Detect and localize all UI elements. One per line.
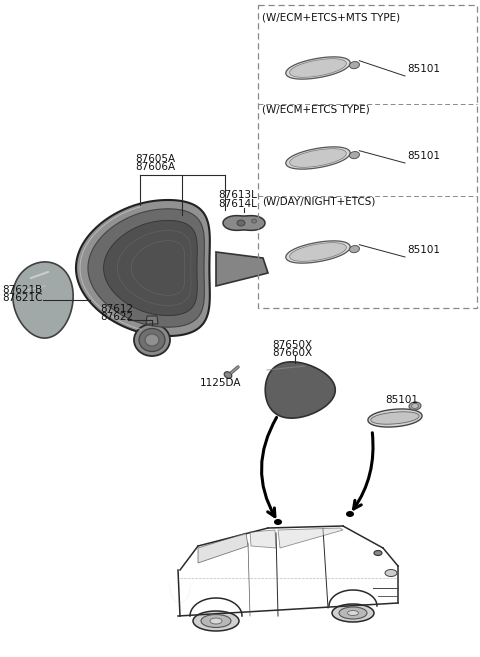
Polygon shape — [286, 241, 350, 263]
Text: 87612: 87612 — [100, 304, 133, 314]
Text: 85101: 85101 — [407, 245, 440, 255]
Ellipse shape — [224, 372, 232, 378]
Ellipse shape — [134, 324, 170, 356]
Text: (W/ECM+ETCS+MTS TYPE): (W/ECM+ETCS+MTS TYPE) — [262, 13, 400, 23]
Polygon shape — [278, 528, 343, 548]
Text: 87621C: 87621C — [2, 293, 43, 303]
Text: 87614L: 87614L — [218, 199, 257, 209]
Ellipse shape — [210, 618, 222, 624]
Ellipse shape — [348, 610, 359, 616]
Text: 87605A: 87605A — [135, 154, 175, 164]
Polygon shape — [368, 409, 422, 427]
Ellipse shape — [332, 604, 374, 622]
Polygon shape — [250, 530, 276, 548]
Polygon shape — [289, 242, 347, 261]
Ellipse shape — [409, 402, 421, 410]
Text: 85101: 85101 — [407, 151, 440, 161]
Polygon shape — [289, 58, 347, 78]
Polygon shape — [349, 246, 360, 253]
Text: 87650X: 87650X — [272, 340, 312, 350]
Polygon shape — [371, 412, 419, 424]
Polygon shape — [286, 147, 350, 169]
Text: 87660X: 87660X — [272, 348, 312, 358]
Ellipse shape — [145, 334, 159, 346]
Text: (W/ECM+ETCS TYPE): (W/ECM+ETCS TYPE) — [262, 105, 370, 115]
Polygon shape — [289, 148, 347, 168]
Polygon shape — [349, 62, 360, 68]
Text: 87606A: 87606A — [135, 162, 175, 172]
Text: 87613L: 87613L — [218, 190, 257, 200]
Ellipse shape — [385, 570, 397, 576]
Ellipse shape — [201, 614, 231, 627]
Polygon shape — [349, 152, 360, 158]
Polygon shape — [216, 252, 268, 286]
Ellipse shape — [252, 219, 256, 223]
Polygon shape — [104, 220, 197, 315]
Ellipse shape — [274, 519, 282, 525]
Polygon shape — [13, 262, 73, 338]
Ellipse shape — [411, 403, 419, 409]
Polygon shape — [286, 57, 350, 79]
Ellipse shape — [374, 551, 382, 556]
Text: (W/DAY/NIGHT+ETCS): (W/DAY/NIGHT+ETCS) — [262, 196, 375, 206]
Polygon shape — [88, 209, 204, 327]
Text: 1125DA: 1125DA — [200, 378, 241, 388]
Ellipse shape — [346, 511, 354, 517]
Polygon shape — [146, 316, 158, 324]
Polygon shape — [198, 533, 248, 563]
Ellipse shape — [139, 328, 165, 351]
Polygon shape — [223, 215, 265, 231]
Text: 85101: 85101 — [407, 64, 440, 74]
Text: 87622: 87622 — [100, 312, 133, 322]
Ellipse shape — [193, 611, 239, 631]
Text: 87621B: 87621B — [2, 285, 42, 295]
Polygon shape — [265, 362, 335, 418]
Polygon shape — [76, 200, 210, 336]
Text: 85101: 85101 — [385, 395, 418, 405]
Ellipse shape — [339, 607, 367, 619]
Ellipse shape — [237, 220, 245, 226]
